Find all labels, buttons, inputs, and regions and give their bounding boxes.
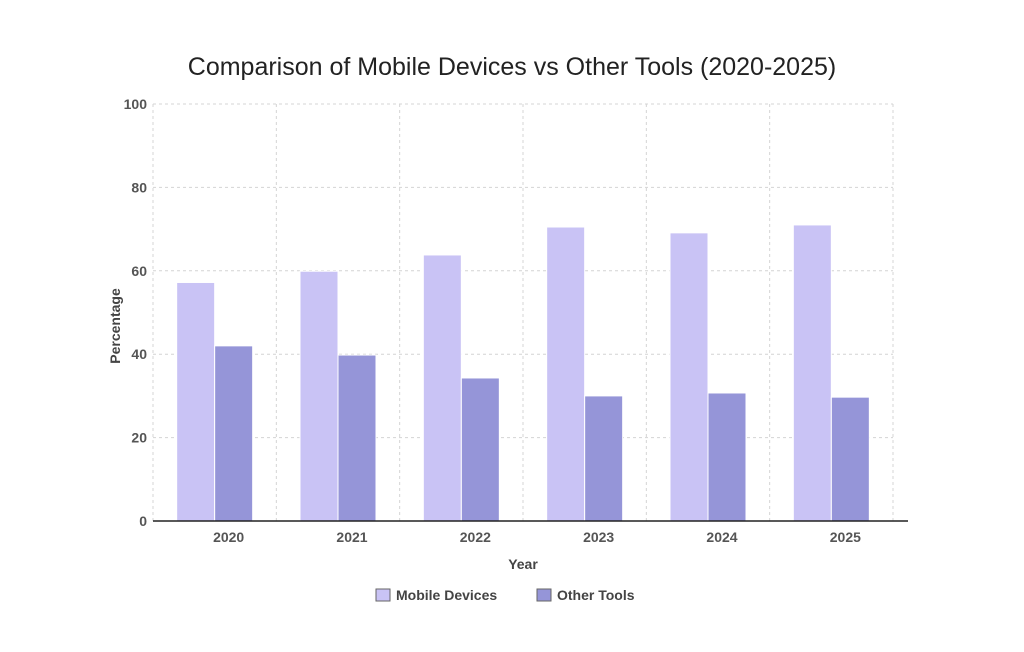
legend-swatch bbox=[375, 588, 391, 602]
y-tick-label: 60 bbox=[131, 263, 147, 279]
bar-mobile-devices-2025 bbox=[792, 224, 832, 522]
x-tick-label: 2020 bbox=[213, 529, 244, 545]
bar-mobile-devices-2022 bbox=[422, 254, 462, 522]
bar-mobile-devices-2020 bbox=[176, 281, 216, 522]
y-tick-label: 20 bbox=[131, 430, 147, 446]
bar-other-tools-2021 bbox=[337, 354, 377, 522]
bar-mobile-devices-2024 bbox=[669, 232, 709, 522]
legend-label: Mobile Devices bbox=[396, 587, 497, 603]
legend: Mobile Devices Other Tools bbox=[375, 587, 635, 603]
y-axis-label: Percentage bbox=[107, 288, 123, 364]
bar-other-tools-2024 bbox=[707, 392, 747, 522]
bar-other-tools-2025 bbox=[830, 396, 870, 522]
x-tick-label: 2023 bbox=[583, 529, 614, 545]
y-tick-label: 0 bbox=[139, 513, 147, 529]
bars bbox=[176, 224, 870, 522]
bar-other-tools-2020 bbox=[214, 345, 254, 522]
y-tick-label: 100 bbox=[124, 96, 148, 112]
bar-other-tools-2023 bbox=[584, 395, 624, 522]
x-tick-label: 2021 bbox=[336, 529, 367, 545]
x-tick-label: 2024 bbox=[706, 529, 737, 545]
chart-title: Comparison of Mobile Devices vs Other To… bbox=[188, 53, 836, 81]
y-ticks: 0 20 40 60 80 100 bbox=[124, 96, 148, 529]
legend-swatch bbox=[536, 588, 552, 602]
x-tick-label: 2022 bbox=[460, 529, 491, 545]
y-tick-label: 40 bbox=[131, 346, 147, 362]
legend-label: Other Tools bbox=[557, 587, 635, 603]
x-axis-label: Year bbox=[508, 556, 538, 572]
bar-mobile-devices-2021 bbox=[299, 270, 339, 522]
x-ticks: 2020 2021 2022 2023 2024 2025 bbox=[213, 529, 861, 545]
grid bbox=[152, 103, 894, 521]
bar-other-tools-2022 bbox=[460, 377, 500, 522]
bar-mobile-devices-2023 bbox=[546, 226, 586, 522]
y-tick-label: 80 bbox=[131, 179, 147, 195]
x-tick-label: 2025 bbox=[830, 529, 861, 545]
